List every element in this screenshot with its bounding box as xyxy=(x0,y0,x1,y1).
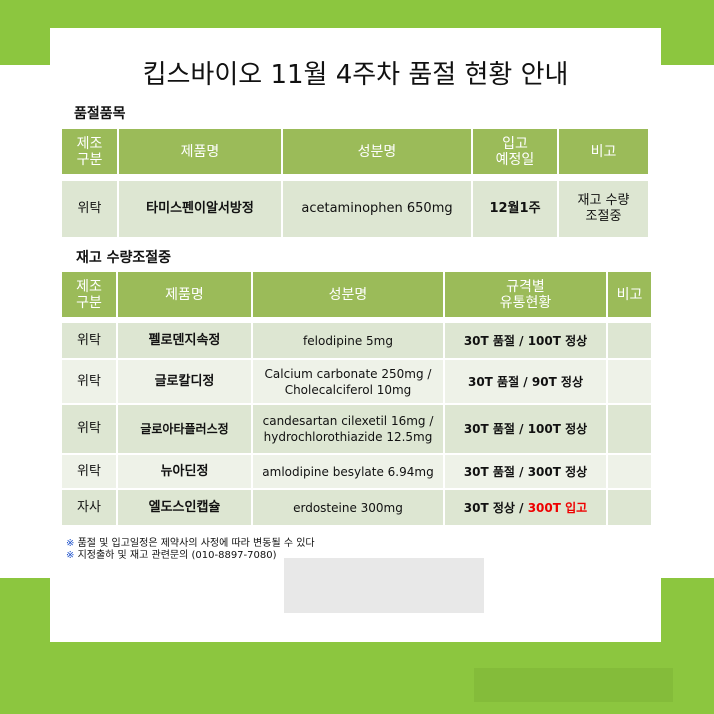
header-note: 비고 xyxy=(559,129,648,174)
header-product: 제품명 xyxy=(118,272,251,317)
status-text: 30T 품절 / 100T 정상 xyxy=(463,333,588,348)
placeholder-box xyxy=(284,558,484,613)
status-text: 30T 정상 / xyxy=(463,500,528,515)
status-text: 30T 품절 / 100T 정상 xyxy=(463,422,588,436)
status-cell: 30T 품절 / 90T 정상 xyxy=(445,360,606,403)
arrival-cell: 12월1주 xyxy=(473,181,557,237)
ingredient-cell: amlodipine besylate 6.94mg xyxy=(253,455,443,488)
table-row: 위탁 뉴아딘정 amlodipine besylate 6.94mg 30T 품… xyxy=(62,455,651,488)
maker-cell: 위탁 xyxy=(62,455,116,488)
reference-mark-icon: ※ xyxy=(66,538,75,549)
status-highlight: 300T 입고 xyxy=(527,500,588,515)
footnote-text: 품절 및 입고일정은 제약사의 사정에 따라 변동될 수 있다 xyxy=(77,538,315,549)
product-cell: 펠로덴지속정 xyxy=(118,323,251,358)
ingredient-cell: erdosteine 300mg xyxy=(253,490,443,525)
footer-block xyxy=(474,668,673,702)
page-title: 킵스바이오 11월 4주차 품절 현황 안내 xyxy=(142,60,569,90)
note-cell xyxy=(608,490,651,525)
header-arrival: 입고 예정일 xyxy=(473,129,557,174)
header-maker: 제조 구분 xyxy=(62,129,117,174)
maker-cell: 위탁 xyxy=(62,360,116,403)
table-row: 자사 엘도스인캡슐 erdosteine 300mg 30T 정상 / 300T… xyxy=(62,490,651,525)
ingredient-cell: felodipine 5mg xyxy=(253,323,443,358)
note-cell xyxy=(608,455,651,488)
table-row: 위탁 타미스펜이알서방정 acetaminophen 650mg 12월1주 재… xyxy=(62,181,648,237)
note-cell xyxy=(608,405,651,453)
header-maker: 제조 구분 xyxy=(62,272,116,317)
maker-cell: 위탁 xyxy=(62,181,117,237)
maker-cell: 위탁 xyxy=(62,405,116,453)
note-cell xyxy=(608,323,651,358)
status-text: 30T 품절 / 300T 정상 xyxy=(463,464,588,479)
maker-cell: 위탁 xyxy=(62,323,116,358)
limited-stock-table: 제조 구분 제품명 성분명 규격별 유통현황 비고 위탁 펠로덴지속정 felo… xyxy=(60,270,653,527)
notice-card: 킵스바이오 11월 4주차 품절 현황 안내 품절품목 제조 구분 제품명 성분… xyxy=(50,28,661,642)
product-cell: 엘도스인캡슐 xyxy=(118,490,251,525)
header-note: 비고 xyxy=(608,272,651,317)
status-cell: 30T 품절 / 100T 정상 xyxy=(445,323,606,358)
status-text: 30T 품절 / 90T 정상 xyxy=(467,374,584,389)
footnotes: ※ 품절 및 입고일정은 제약사의 사정에 따라 변동될 수 있다 ※ 지정출하… xyxy=(66,538,315,562)
footnote: ※ 품절 및 입고일정은 제약사의 사정에 따라 변동될 수 있다 xyxy=(66,538,315,550)
note-cell xyxy=(608,360,651,403)
section-heading-limited: 재고 수량조절중 xyxy=(76,250,172,266)
table-header-row: 제조 구분 제품명 성분명 규격별 유통현황 비고 xyxy=(62,272,651,317)
table-header-row: 제조 구분 제품명 성분명 입고 예정일 비고 xyxy=(62,129,648,174)
product-cell: 타미스펜이알서방정 xyxy=(119,181,281,237)
maker-cell: 자사 xyxy=(62,490,116,525)
table-row: 위탁 글로아타플러스정 candesartan cilexetil 16mg /… xyxy=(62,405,651,453)
status-cell: 30T 품절 / 100T 정상 xyxy=(445,405,606,453)
section-heading-soldout: 품절품목 xyxy=(74,106,126,122)
product-cell: 뉴아딘정 xyxy=(118,455,251,488)
table-row: 위탁 글로칼디정 Calcium carbonate 250mg / Chole… xyxy=(62,360,651,403)
header-status: 규격별 유통현황 xyxy=(445,272,606,317)
status-cell: 30T 품절 / 300T 정상 xyxy=(445,455,606,488)
status-cell: 30T 정상 / 300T 입고 xyxy=(445,490,606,525)
reference-mark-icon: ※ xyxy=(66,550,75,561)
product-cell: 글로아타플러스정 xyxy=(118,405,251,453)
header-product: 제품명 xyxy=(119,129,281,174)
product-cell: 글로칼디정 xyxy=(118,360,251,403)
header-ingredient: 성분명 xyxy=(283,129,471,174)
note-cell: 재고 수량 조절중 xyxy=(559,181,648,237)
soldout-table: 제조 구분 제품명 성분명 입고 예정일 비고 위탁 타미스펜이알서방정 ace… xyxy=(60,127,650,239)
ingredient-cell: candesartan cilexetil 16mg / hydrochloro… xyxy=(253,405,443,453)
ingredient-cell: acetaminophen 650mg xyxy=(283,181,471,237)
footnote-text: 지정출하 및 재고 관련문의 (010-8897-7080) xyxy=(77,550,277,561)
ingredient-cell: Calcium carbonate 250mg / Cholecalcifero… xyxy=(253,360,443,403)
table-row: 위탁 펠로덴지속정 felodipine 5mg 30T 품절 / 100T 정… xyxy=(62,323,651,358)
header-ingredient: 성분명 xyxy=(253,272,443,317)
footnote: ※ 지정출하 및 재고 관련문의 (010-8897-7080) xyxy=(66,550,315,562)
